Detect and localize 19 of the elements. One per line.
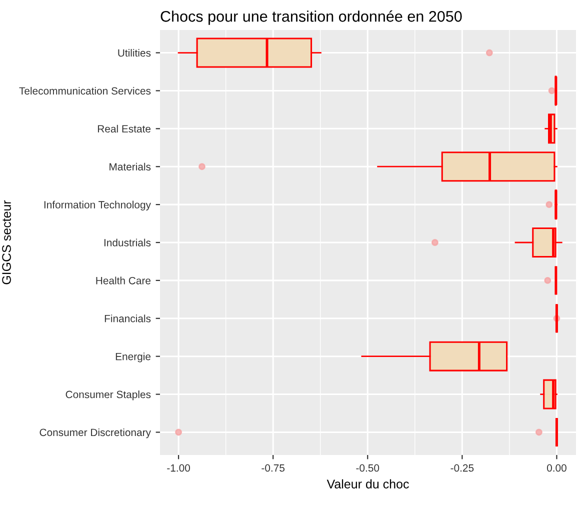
x-tick-label: -0.25 (450, 464, 474, 472)
x-axis-title: Valeur du choc (326, 479, 409, 488)
x-tick-label: 0.00 (546, 464, 566, 472)
y-tick-label: Consumer Staples (66, 390, 151, 400)
x-tick-label: -0.50 (356, 464, 380, 472)
y-tick-label: Industrials (104, 238, 151, 246)
y-tick-label: Utilities (118, 48, 151, 57)
y-axis-title: GIGCS secteur (2, 200, 11, 284)
y-tick-label: Information Technology (44, 200, 151, 210)
x-tick-label: -1.00 (167, 464, 190, 472)
y-tick-label: Real Estate (98, 124, 151, 133)
y-tick-label: Health Care (96, 276, 151, 284)
y-tick-label: Telecommunication Services (19, 86, 151, 95)
chart-title: Chocs pour une transition ordonnée en 2050 (160, 10, 462, 25)
y-tick-label: Materials (110, 162, 151, 170)
x-tick-label: -0.75 (262, 464, 285, 472)
y-tick-label: Consumer Discretionary (40, 428, 151, 438)
y-tick-label: Energie (116, 352, 151, 362)
y-tick-label: Financials (104, 314, 151, 322)
